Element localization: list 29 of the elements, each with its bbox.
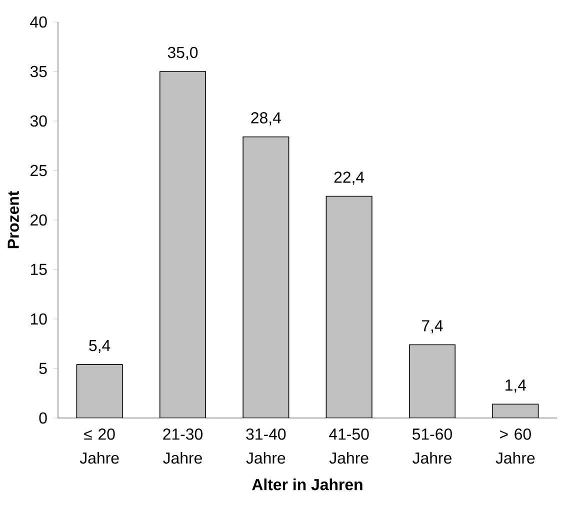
data-label: 1,4: [506, 380, 526, 393]
x-axis-title: Alter in Jahren: [252, 478, 362, 490]
y-tick-label: 25: [30, 164, 47, 176]
y-tick-label: 5: [39, 362, 47, 374]
data-label: 35,0: [168, 46, 198, 60]
bar: [408, 344, 456, 418]
bar: [242, 136, 290, 418]
x-tick-label: 21-30 Jahre: [163, 428, 202, 464]
data-label: 22,4: [334, 172, 364, 185]
y-tick-label: 0: [39, 412, 47, 424]
x-tick-label: 51-60 Jahre: [412, 428, 452, 464]
data-label: 5,4: [89, 340, 110, 354]
y-tick-label: 35: [30, 66, 47, 78]
y-tick-label: 30: [30, 115, 47, 127]
bar: [492, 404, 539, 418]
y-tick-label: 15: [30, 264, 47, 276]
y-tick-label: 20: [30, 214, 47, 226]
bar: [326, 196, 372, 418]
x-tick-label: > 60 Jahre: [496, 428, 535, 464]
data-label: 7,4: [422, 320, 443, 334]
data-label: 28,4: [251, 112, 281, 126]
y-tick-label: 10: [30, 313, 47, 325]
x-tick-label: 41-50 Jahre: [329, 428, 369, 464]
bar: [76, 364, 123, 418]
x-tick-label: 31-40 Jahre: [246, 428, 286, 464]
y-tick-label: 40: [30, 16, 47, 28]
x-tick-label: ≤ 20 Jahre: [80, 428, 119, 464]
bar: [159, 71, 206, 418]
y-axis-title: Prozent: [8, 190, 19, 248]
